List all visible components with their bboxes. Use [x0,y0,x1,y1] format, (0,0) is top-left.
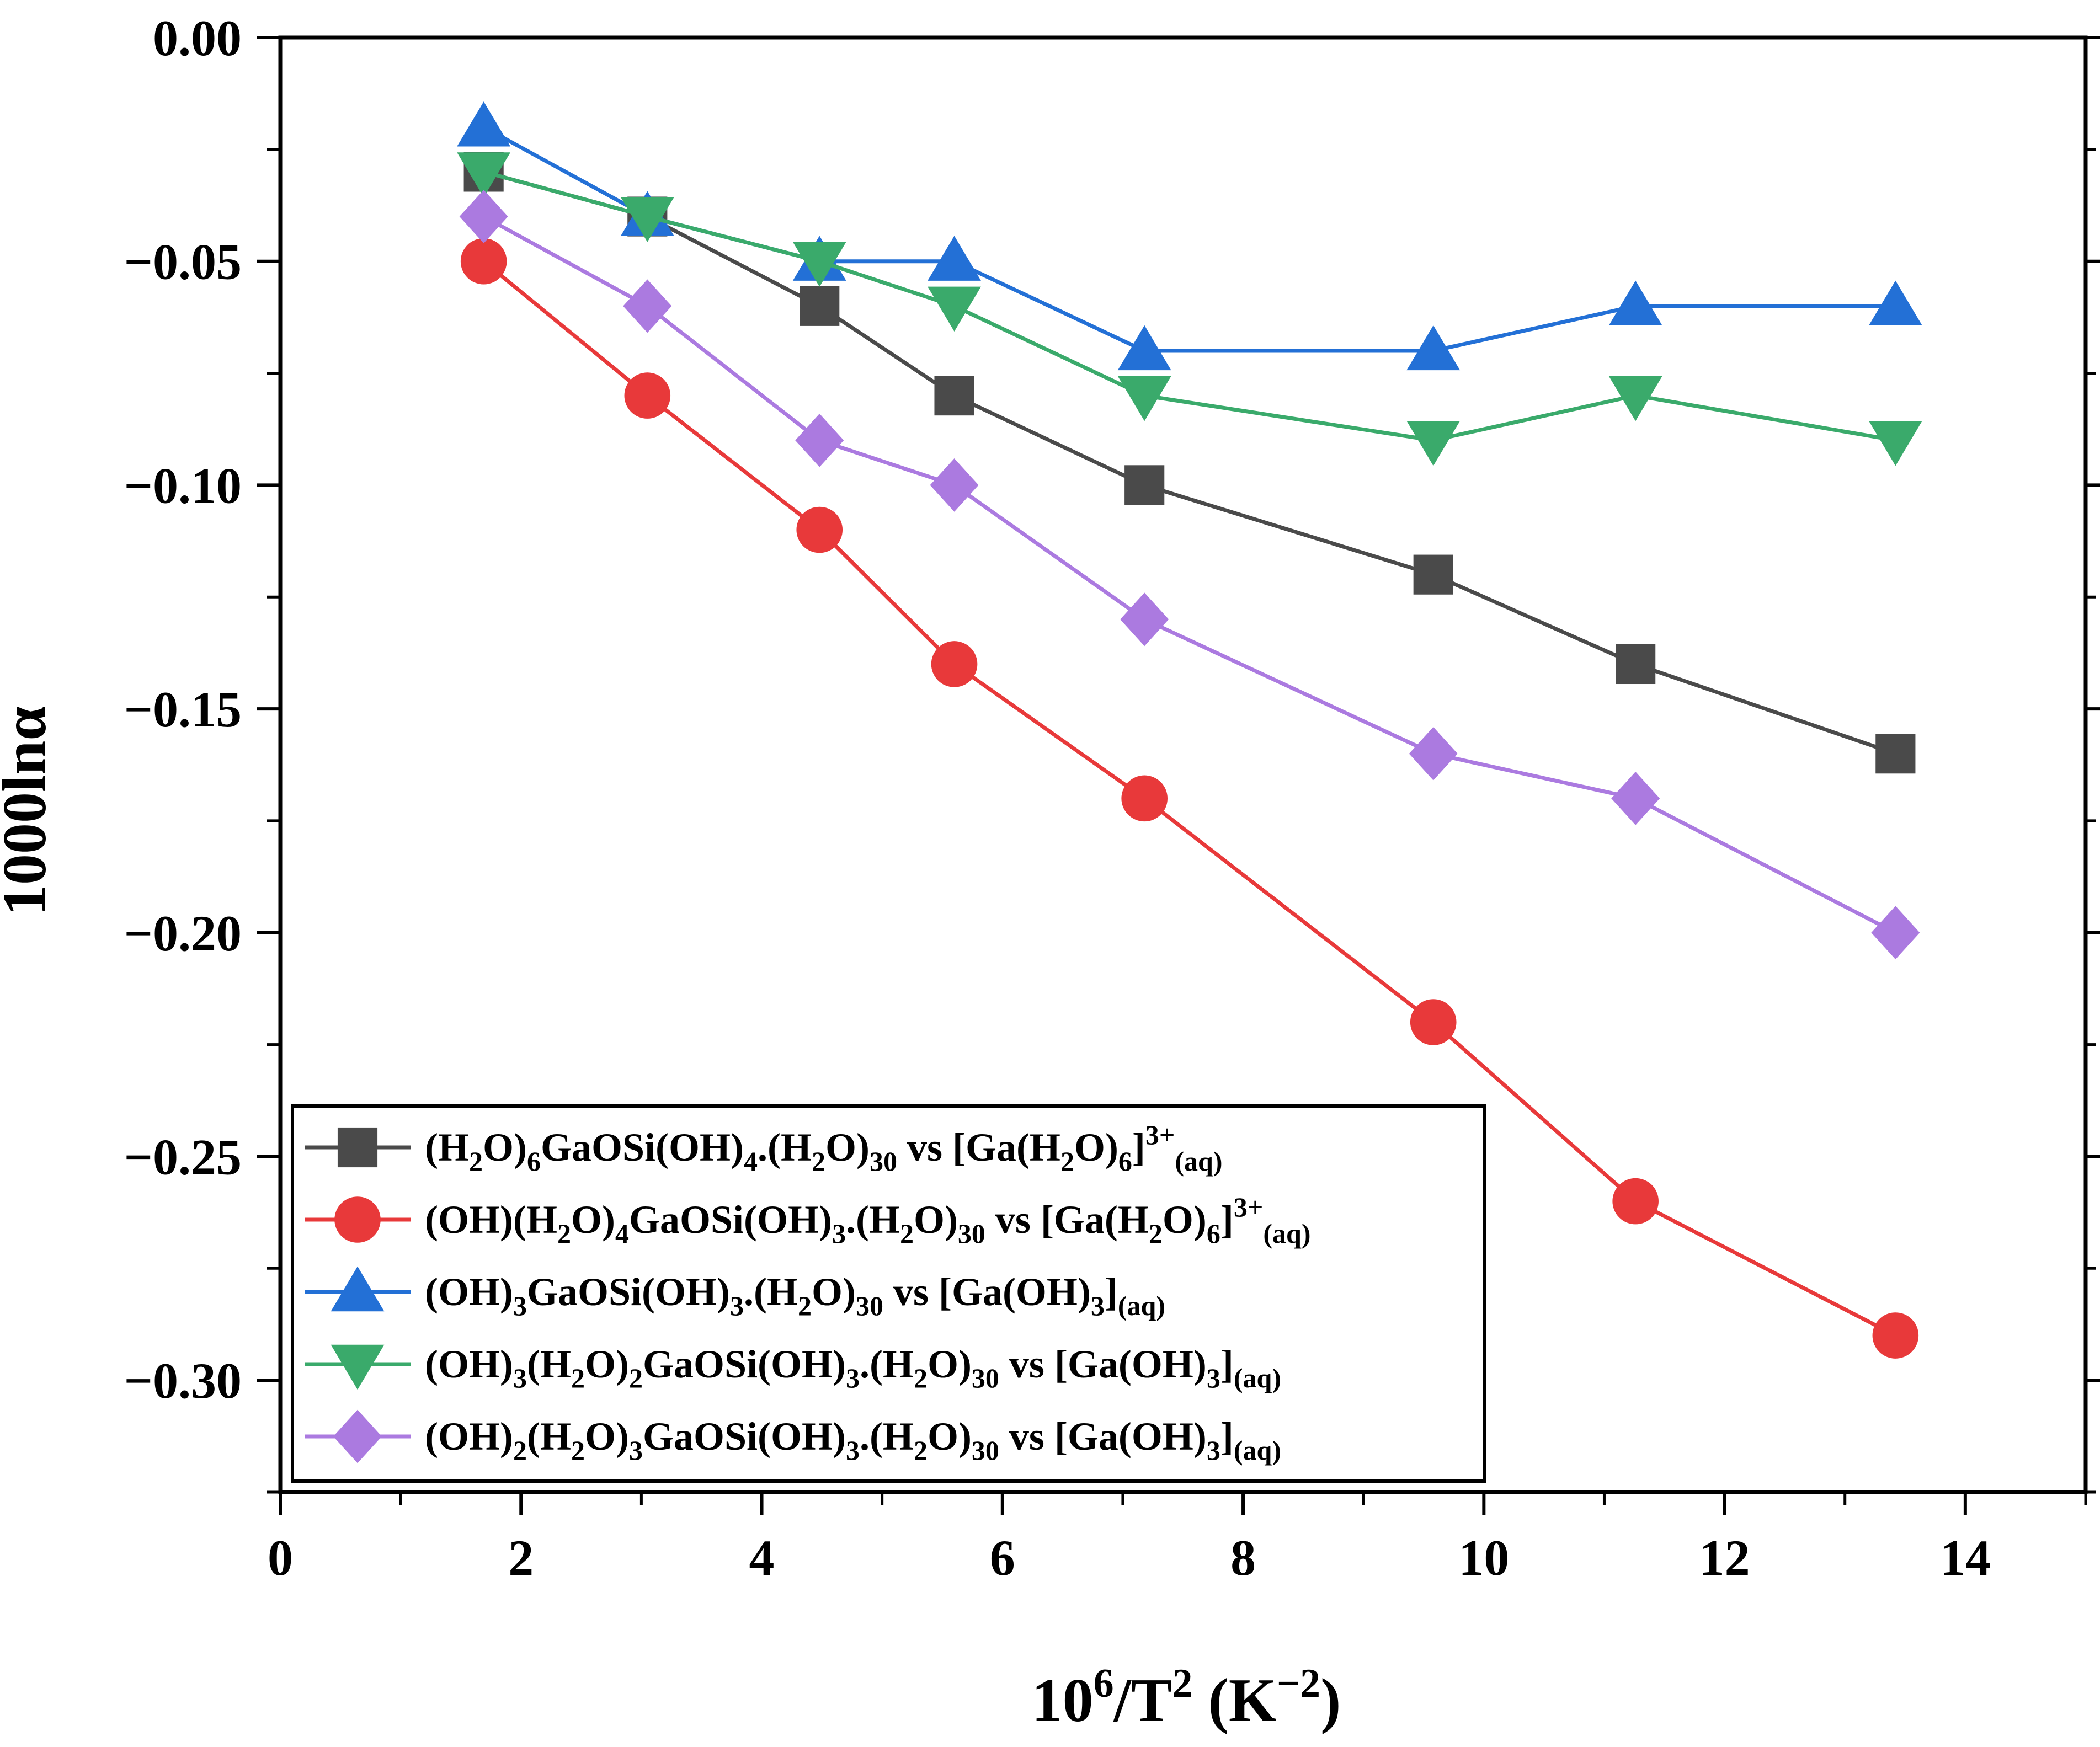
data-point [1413,554,1453,595]
plot-series [457,101,1922,1359]
legend-entry: (OH)2(H2O)3GaOSi(OH)3.(H2O)30 vs [Ga(OH)… [305,1409,1281,1466]
series-2 [460,238,1919,1359]
data-point [934,376,974,416]
legend-marker [333,1409,382,1463]
data-point [930,458,979,512]
legend-marker [331,1344,385,1390]
plot-frame [278,35,2088,1494]
data-point [460,238,507,285]
data-point [1872,1312,1919,1359]
y-tick-label: 0.00 [153,10,242,66]
y-tick-label: −0.30 [124,1353,242,1409]
x-axis-title-unit-open: (K [1192,1666,1276,1735]
data-point [796,506,843,553]
legend-label: (OH)(H2O)4GaOSi(OH)3.(H2O)30 vs [Ga(H2O)… [425,1192,1310,1249]
data-point [623,279,672,333]
legend-marker [337,1127,378,1168]
x-tick-label: 10 [1458,1530,1509,1586]
x-axis-title-mid: /T [1113,1666,1172,1735]
data-point [457,101,511,147]
data-point [1121,775,1168,822]
legend-label: (H2O)6GaOSi(OH)4.(H2O)30 vs [Ga(H2O)6]3+… [425,1119,1223,1177]
legend-entry: (OH)3GaOSi(OH)3.(H2O)30 vs [Ga(OH)3](aq) [305,1266,1165,1321]
legend-box [291,1104,1486,1483]
data-point [1871,906,1920,960]
data-point [1117,376,1171,421]
data-point [1124,465,1165,505]
legend-marker [334,1196,381,1243]
data-point [931,641,978,687]
x-axis-title: 106/T2 (K−2) [1032,1661,1341,1735]
data-point [1611,771,1660,825]
data-point [1410,999,1457,1045]
x-axis-title-base: 10 [1032,1666,1094,1735]
data-point [1612,1178,1659,1225]
data-point [792,242,846,287]
series-line [483,170,1896,442]
data-point [1117,325,1171,371]
x-tick-label: 2 [508,1530,534,1586]
x-tick-label: 4 [749,1530,775,1586]
x-axis-title-sup1: 6 [1094,1661,1114,1706]
data-point [457,152,511,197]
y-axis-title: 1000lnα [0,706,59,916]
legend-marker [331,1266,385,1312]
legend-entry: (OH)3(H2O)2GaOSi(OH)3.(H2O)30 vs [Ga(OH)… [305,1342,1281,1393]
data-point [1608,376,1662,421]
data-point [928,286,981,332]
x-tick-label: 0 [268,1530,293,1586]
legend-label: (OH)3GaOSi(OH)3.(H2O)30 vs [Ga(OH)3](aq) [425,1270,1165,1321]
data-point [800,286,840,326]
x-axis-title-sup2: 2 [1172,1661,1192,1706]
data-point [795,413,844,467]
series-4 [457,152,1922,466]
legend-entry: (OH)(H2O)4GaOSi(OH)3.(H2O)30 vs [Ga(H2O)… [305,1192,1310,1249]
y-tick-label: −0.20 [124,905,242,961]
series-line [482,215,1896,934]
data-point [928,236,981,281]
data-point [1868,421,1922,466]
y-tick-label: −0.25 [124,1129,242,1185]
axes: 0 2 4 6 8 10 12 14 0.00 −0.05 −0.10 −0.15 −0.20 −0.25… [124,10,2100,1586]
legend-label: (OH)3(H2O)2GaOSi(OH)3.(H2O)30 vs [Ga(OH)… [425,1342,1281,1393]
data-point [1875,734,1916,774]
series-line [482,259,1896,1338]
x-tick-label: 8 [1230,1530,1256,1586]
data-point [1616,644,1656,685]
data-point [624,372,671,419]
x-axis-title-unit-close: ) [1320,1666,1341,1735]
legend-entry: (H2O)6GaOSi(OH)4.(H2O)30 vs [Ga(H2O)6]3+… [305,1119,1223,1177]
data-point [459,190,508,243]
x-tick-label: 12 [1699,1530,1750,1586]
x-axis-title-sup3: −2 [1277,1661,1320,1706]
y-tick-label: −0.05 [124,234,242,290]
data-point [1409,726,1458,781]
data-point [620,197,674,242]
legend: (H2O)6GaOSi(OH)4.(H2O)30 vs [Ga(H2O)6]3+… [291,1104,1486,1483]
series-line [483,170,1896,756]
x-tick-label: 14 [1940,1530,1991,1586]
y-tick-label: −0.15 [124,681,242,738]
legend-label: (OH)2(H2O)3GaOSi(OH)3.(H2O)30 vs [Ga(OH)… [425,1414,1281,1466]
x-tick-label: 6 [990,1530,1015,1586]
data-point [1406,325,1461,371]
data-point [1406,421,1461,466]
y-tick-label: −0.10 [124,457,242,514]
series-5 [459,190,1920,960]
data-point [1120,592,1169,647]
data-point [1608,280,1662,326]
data-point [1868,280,1922,326]
